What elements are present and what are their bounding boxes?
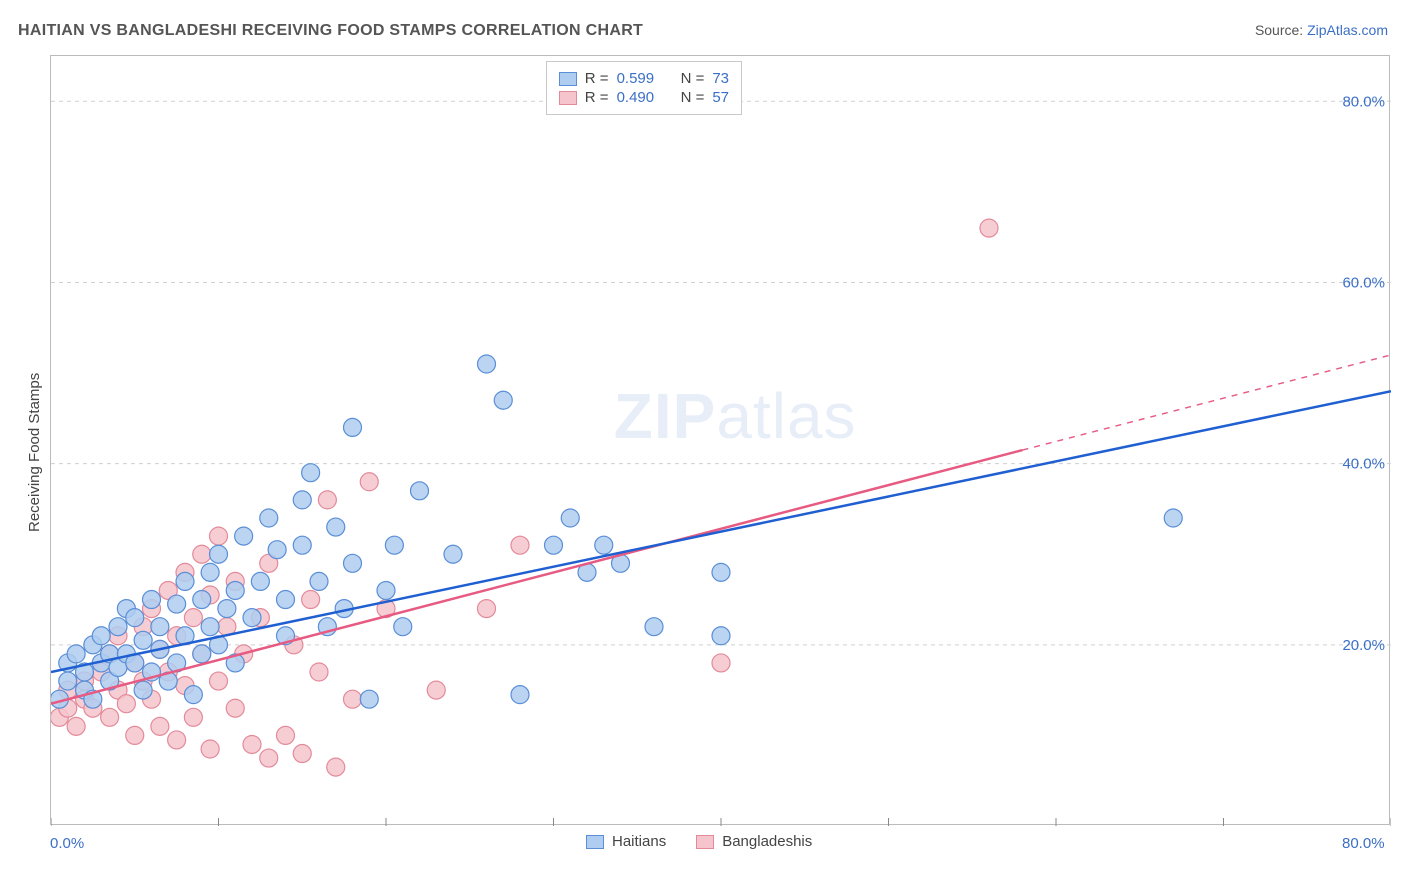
swatch-icon (586, 835, 604, 849)
source-label: Source: (1255, 22, 1303, 38)
n-label: N = (681, 70, 705, 87)
chart-svg: 20.0% 40.0% 60.0% 80.0% (51, 56, 1391, 826)
swatch-icon (559, 91, 577, 105)
source-credit: Source: ZipAtlas.com (1255, 22, 1388, 38)
legend-item-bangladeshis[interactable]: Bangladeshis (696, 833, 812, 850)
r-label: R = (585, 89, 609, 106)
r-value: 0.490 (617, 89, 673, 106)
legend-corr-row: R = 0.599 N = 73 (559, 70, 729, 87)
r-label: R = (585, 70, 609, 87)
source-link[interactable]: ZipAtlas.com (1307, 22, 1388, 38)
swatch-icon (696, 835, 714, 849)
r-value: 0.599 (617, 70, 673, 87)
legend-series: Haitians Bangladeshis (586, 833, 812, 850)
swatch-icon (559, 72, 577, 86)
legend-corr-row: R = 0.490 N = 57 (559, 89, 729, 106)
svg-text:80.0%: 80.0% (1342, 93, 1385, 110)
chart-title: HAITIAN VS BANGLADESHI RECEIVING FOOD ST… (18, 22, 643, 40)
svg-text:60.0%: 60.0% (1342, 274, 1385, 291)
legend-correlation: R = 0.599 N = 73 R = 0.490 N = 57 (546, 61, 742, 115)
n-value: 57 (712, 89, 729, 106)
legend-item-haitians[interactable]: Haitians (586, 833, 666, 850)
n-label: N = (681, 89, 705, 106)
y-axis-label: Receiving Food Stamps (26, 373, 43, 532)
svg-text:40.0%: 40.0% (1342, 456, 1385, 473)
legend-label: Bangladeshis (722, 833, 812, 850)
scatter-chart: ZIPatlas 20.0%40.0%60.0%80.0% (50, 55, 1390, 825)
x-axis-max-label: 80.0% (1342, 835, 1385, 852)
x-axis-min-label: 0.0% (50, 835, 84, 852)
n-value: 73 (712, 70, 729, 87)
legend-label: Haitians (612, 833, 666, 850)
svg-text:20.0%: 20.0% (1342, 637, 1385, 654)
